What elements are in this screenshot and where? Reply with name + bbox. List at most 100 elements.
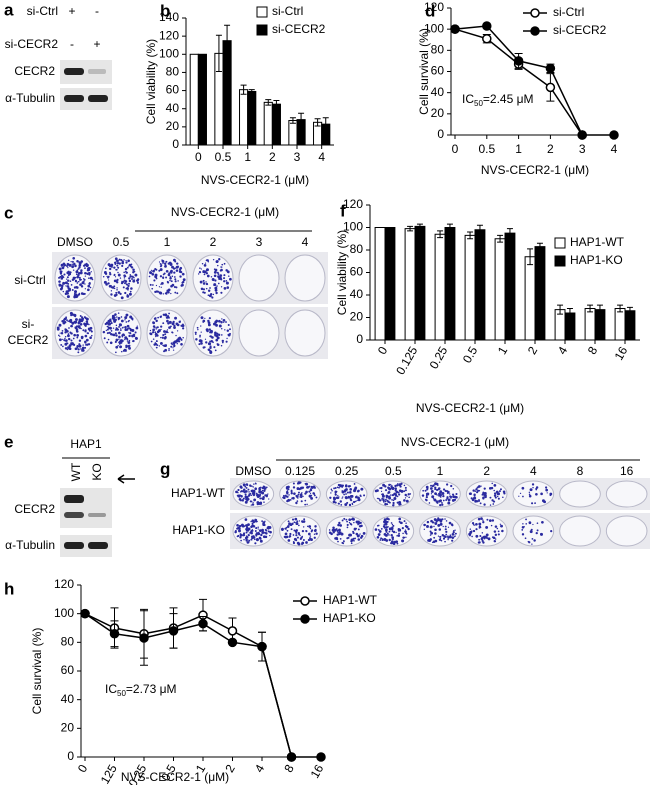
colony — [117, 316, 121, 320]
colony — [535, 486, 539, 489]
colony — [295, 534, 298, 537]
bar — [464, 234, 476, 341]
colony — [437, 523, 441, 527]
colony — [293, 537, 297, 541]
blot-label: CECR2 — [14, 502, 55, 516]
colony — [441, 533, 445, 537]
bar — [247, 90, 257, 146]
colony — [250, 531, 253, 535]
colony — [392, 542, 396, 546]
error-bar — [476, 224, 483, 235]
colony — [58, 280, 61, 283]
colony — [522, 523, 524, 525]
y-tick-label: 120 — [343, 197, 363, 211]
colony — [357, 528, 360, 531]
colony — [222, 319, 226, 322]
colony — [483, 503, 486, 506]
colony — [83, 278, 86, 281]
colony — [256, 495, 259, 497]
point — [577, 130, 587, 140]
colony — [121, 280, 123, 283]
colony — [434, 522, 438, 525]
colony — [405, 522, 407, 524]
colony — [77, 280, 79, 283]
colony — [78, 272, 81, 275]
colony — [114, 276, 117, 278]
colony — [315, 532, 318, 535]
x-tick-label: 0.5 — [215, 150, 232, 164]
colony — [75, 273, 78, 276]
colony — [225, 340, 228, 343]
colony — [118, 331, 121, 335]
colony — [345, 519, 347, 521]
colony — [469, 534, 471, 537]
colony — [68, 259, 70, 261]
colony — [439, 496, 442, 498]
colony — [333, 487, 336, 490]
y-tick-label: 80 — [350, 242, 364, 256]
colony — [391, 498, 393, 501]
colony — [493, 492, 497, 495]
colony — [128, 319, 130, 322]
colony — [239, 499, 243, 502]
colony — [81, 346, 85, 350]
colony — [258, 491, 261, 494]
colony — [84, 283, 86, 285]
colony — [307, 538, 311, 542]
colony — [434, 492, 437, 496]
plate — [238, 254, 280, 302]
x-tick-label: 0.125 — [93, 762, 120, 785]
colony — [451, 493, 455, 496]
colony — [58, 267, 62, 271]
colony — [446, 497, 449, 500]
colony — [482, 519, 484, 521]
lane-label: WT — [69, 462, 83, 481]
error-bar — [224, 24, 231, 57]
colony — [404, 530, 406, 533]
colony — [281, 528, 284, 531]
colony — [521, 486, 525, 490]
colony — [214, 320, 218, 324]
colony — [164, 313, 168, 317]
legend-label: HAP1-KO — [570, 253, 623, 267]
colony — [478, 538, 481, 541]
colony — [493, 483, 497, 487]
colony — [257, 526, 259, 529]
colony — [469, 528, 472, 530]
colony — [251, 503, 255, 506]
colony — [437, 487, 441, 490]
colony — [128, 277, 131, 280]
colony — [236, 494, 239, 497]
colony — [127, 345, 131, 348]
colony — [450, 523, 454, 526]
colony — [158, 286, 161, 288]
colony — [63, 320, 65, 322]
blot-label: α-Tubulin — [5, 538, 55, 552]
colony — [203, 346, 206, 349]
colony — [353, 521, 355, 524]
colony — [288, 494, 290, 496]
colony — [438, 499, 441, 503]
colony — [477, 489, 480, 492]
colony — [73, 295, 77, 299]
plate — [559, 480, 601, 508]
colony — [207, 342, 211, 346]
colony — [177, 280, 179, 282]
colony — [491, 482, 493, 485]
colony — [168, 272, 171, 275]
colony — [169, 279, 171, 282]
colony — [313, 536, 316, 539]
colony — [437, 484, 439, 487]
colony — [123, 259, 125, 261]
y-tick-label: 20 — [431, 106, 445, 120]
colony — [534, 502, 536, 505]
colony — [76, 269, 79, 271]
colony — [68, 263, 71, 267]
colony — [341, 541, 344, 544]
colony — [116, 316, 118, 318]
colony — [354, 500, 357, 503]
colony — [64, 282, 66, 284]
colony — [152, 338, 155, 340]
colony — [255, 526, 258, 530]
colony — [128, 263, 132, 267]
